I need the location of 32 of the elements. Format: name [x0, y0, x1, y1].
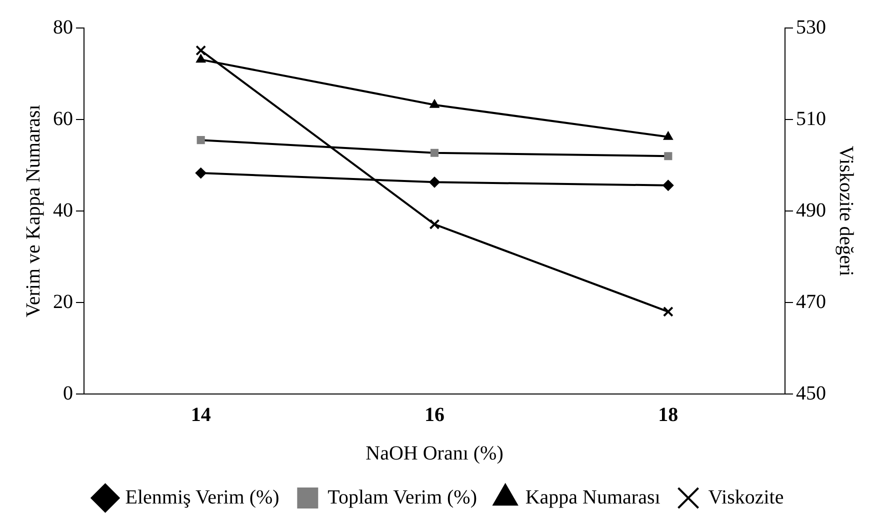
x-axis-title: NaOH Oranı (%)	[366, 442, 504, 464]
y2-tick-label: 450	[796, 382, 826, 404]
y2-tick-label: 470	[796, 290, 826, 313]
y-tick-label: 20	[53, 290, 73, 313]
y-tick-label: 60	[53, 108, 73, 130]
point	[196, 136, 205, 144]
point	[664, 152, 672, 160]
point	[429, 219, 440, 230]
point	[662, 180, 674, 191]
y2-tick-label: 490	[796, 199, 826, 222]
y2-axis-title: Viskozite değeri	[834, 146, 857, 277]
point	[663, 131, 673, 140]
y-tick-label: 80	[53, 16, 73, 38]
point	[196, 45, 206, 56]
x-tick-label: 18	[658, 404, 678, 426]
legend-label: Viskozite	[708, 486, 784, 508]
point	[429, 176, 440, 188]
x-tick-label: 14	[190, 404, 211, 426]
y2-tick-label: 530	[796, 16, 826, 38]
y-tick-label: 0	[63, 382, 73, 404]
legend-label: Toplam Verim (%)	[328, 486, 477, 508]
y-axis-title: Verim ve Kappa Numarası	[22, 104, 44, 318]
y2-tick-label: 510	[796, 108, 826, 130]
point	[195, 168, 206, 179]
point	[662, 306, 674, 317]
y-tick-label: 40	[53, 199, 73, 222]
point	[430, 148, 439, 157]
legend-label: Elenmiş Verim (%)	[125, 486, 280, 508]
point	[430, 99, 440, 108]
point	[196, 54, 206, 63]
x-tick-label: 16	[424, 404, 444, 426]
legend-label: Kappa Numarası	[525, 486, 661, 508]
